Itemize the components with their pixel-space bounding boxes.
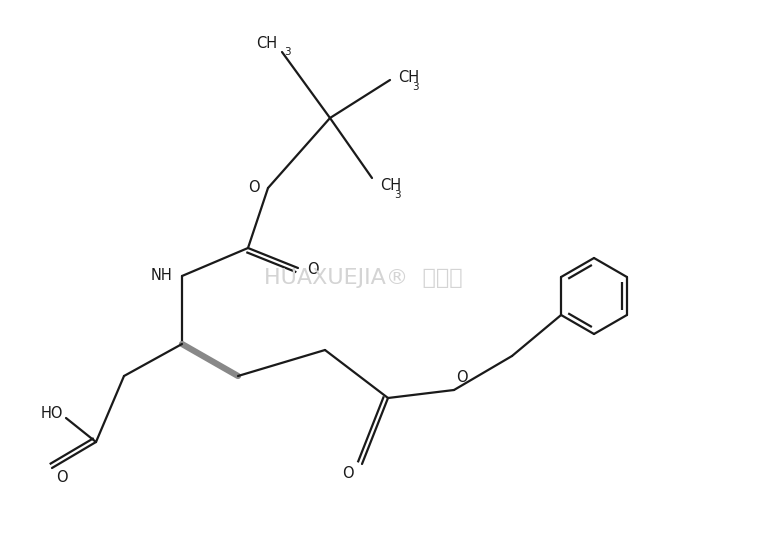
Text: HO: HO [41,405,63,420]
Text: 3: 3 [284,47,290,57]
Text: O: O [307,262,319,277]
Text: O: O [56,470,68,485]
Text: 3: 3 [394,190,401,200]
Text: 3: 3 [412,82,418,92]
Text: CH: CH [380,178,401,193]
Text: HUAXUEJIA®  化学家: HUAXUEJIA® 化学家 [263,268,462,288]
Text: O: O [248,181,260,196]
Text: NH: NH [151,269,173,284]
Text: O: O [342,466,354,481]
Text: CH: CH [256,36,277,51]
Text: O: O [456,370,468,385]
Text: CH: CH [398,71,419,86]
